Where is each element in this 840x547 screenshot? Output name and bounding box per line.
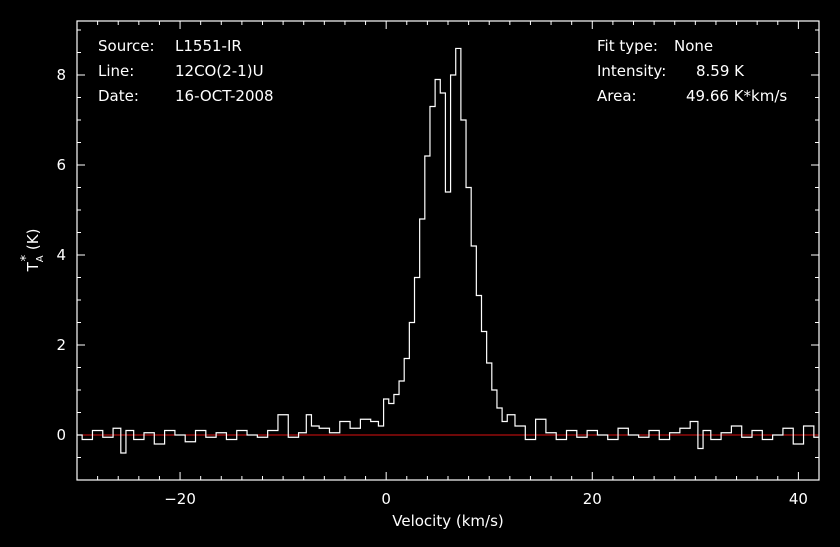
y-tick-label: 8 (56, 66, 66, 84)
y-tick-label: 6 (56, 156, 66, 174)
info-source-key: Source: (98, 37, 155, 55)
x-tick-label: −20 (164, 490, 196, 508)
info-area-key: Area: (597, 87, 637, 105)
y-axis-title: TA* (K) (19, 229, 46, 273)
y-tick-label: 4 (56, 246, 66, 264)
info-date-value: 16-OCT-2008 (175, 87, 274, 105)
axis-ticks (76, 21, 820, 481)
y-tick-label: 2 (56, 336, 66, 354)
info-fit-type-key: Fit type: (597, 37, 658, 55)
spectrum-line (77, 47, 819, 454)
plot-frame (76, 20, 820, 481)
info-date-key: Date: (98, 87, 139, 105)
info-block-left: Source: L1551-IR Line: 12CO(2-1)U Date: … (98, 37, 274, 105)
x-tick-label: 0 (381, 490, 391, 508)
axis-tick-labels: −20 0 20 40 0 2 4 6 8 (56, 66, 807, 508)
info-fit-type-value: None (674, 37, 713, 55)
x-tick-label: 20 (583, 490, 602, 508)
x-tick-label: 40 (789, 490, 808, 508)
info-line-key: Line: (98, 62, 134, 80)
info-intensity-key: Intensity: (597, 62, 666, 80)
info-source-value: L1551-IR (175, 37, 242, 55)
info-intensity-value: 8.59 K (696, 62, 745, 80)
x-axis-title: Velocity (km/s) (392, 512, 503, 530)
info-area-value: 49.66 K*km/s (686, 87, 787, 105)
y-tick-label: 0 (56, 426, 66, 444)
info-line-value: 12CO(2-1)U (175, 62, 264, 80)
info-block-right: Fit type: None Intensity: 8.59 K Area: 4… (597, 37, 787, 105)
